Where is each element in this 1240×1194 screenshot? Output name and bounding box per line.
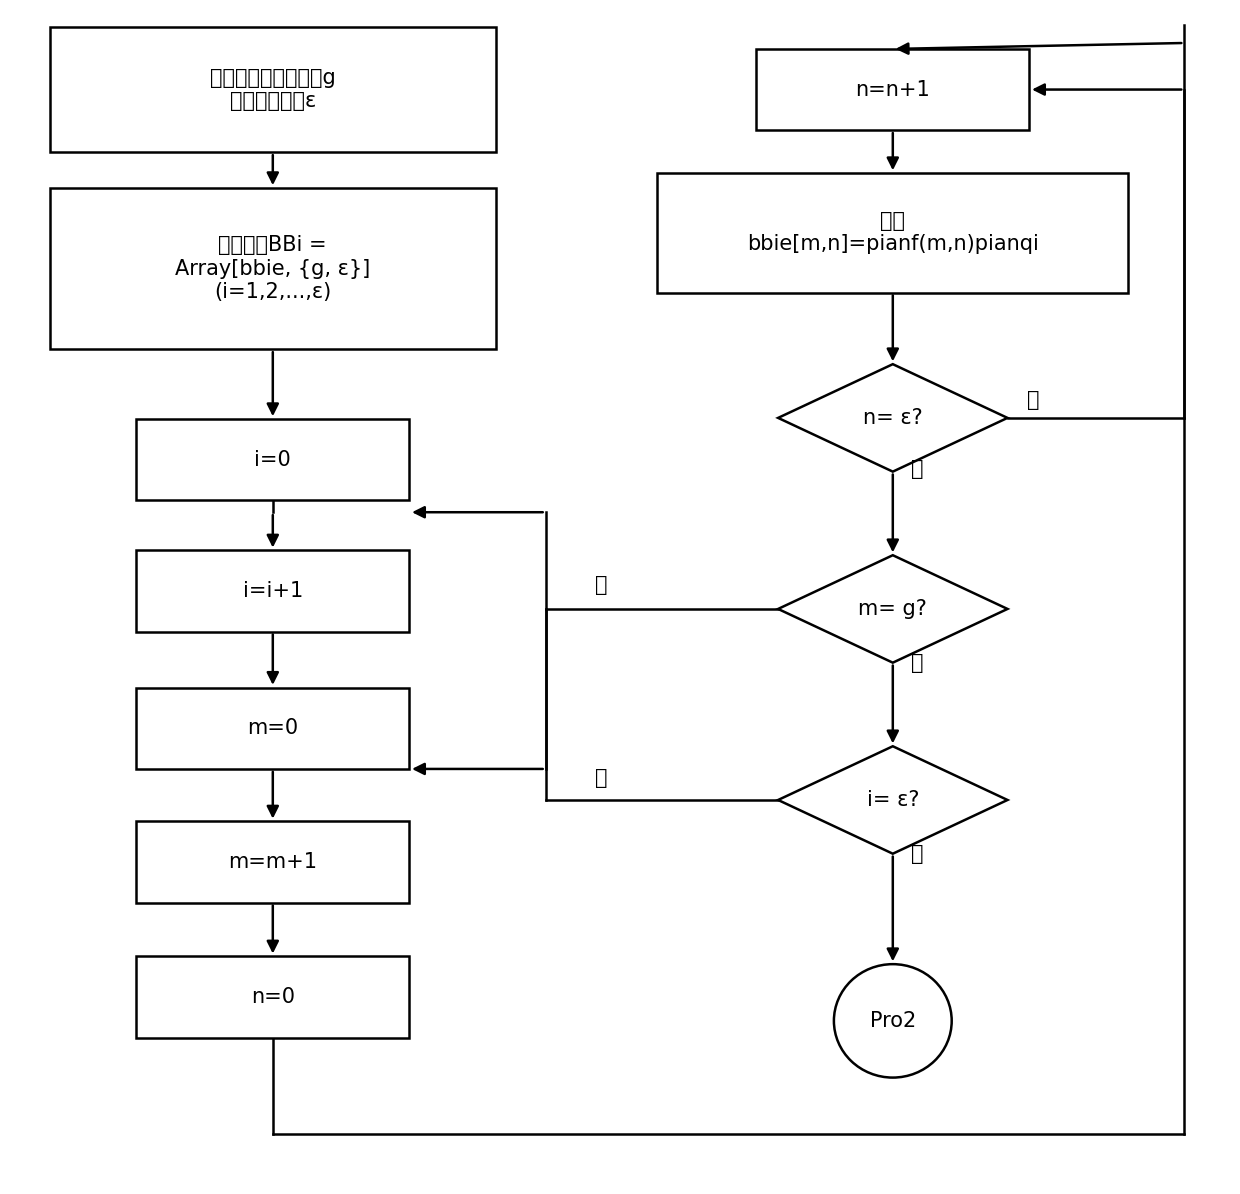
Text: 计算
bbie[m,n]=pianf(m,n)pianqi: 计算 bbie[m,n]=pianf(m,n)pianqi: [746, 211, 1039, 254]
Bar: [136, 688, 409, 769]
Text: m=m+1: m=m+1: [228, 853, 317, 872]
Text: n=n+1: n=n+1: [856, 80, 930, 99]
Polygon shape: [779, 364, 1007, 472]
Text: i=0: i=0: [254, 450, 291, 469]
Text: 是: 是: [911, 460, 924, 479]
Bar: [136, 956, 409, 1038]
Text: 是: 是: [911, 844, 924, 863]
Text: m=0: m=0: [247, 719, 299, 738]
Text: Pro2: Pro2: [869, 1011, 916, 1030]
Bar: [657, 173, 1128, 293]
Text: 否: 否: [595, 769, 608, 788]
Text: 否: 否: [1027, 390, 1039, 410]
Text: 定义数组BBi =
Array[bbie, {g, ε}]
(i=1,2,...,ε): 定义数组BBi = Array[bbie, {g, ε}] (i=1,2,...…: [175, 235, 371, 302]
Bar: [50, 189, 496, 349]
Text: n=0: n=0: [250, 987, 295, 1007]
Text: 是: 是: [911, 653, 924, 672]
Bar: [136, 419, 409, 500]
Ellipse shape: [833, 965, 952, 1077]
Text: n= ε?: n= ε?: [863, 408, 923, 427]
Polygon shape: [779, 555, 1007, 663]
Bar: [50, 26, 496, 152]
Bar: [756, 49, 1029, 130]
Bar: [136, 550, 409, 632]
Text: 输入非完整约束个数g
以及自由度数ε: 输入非完整约束个数g 以及自由度数ε: [210, 68, 336, 111]
Text: i=i+1: i=i+1: [243, 581, 303, 601]
Polygon shape: [779, 746, 1007, 854]
Text: m= g?: m= g?: [858, 599, 928, 618]
Text: i= ε?: i= ε?: [867, 790, 919, 810]
Text: 否: 否: [595, 576, 608, 595]
Bar: [136, 821, 409, 903]
